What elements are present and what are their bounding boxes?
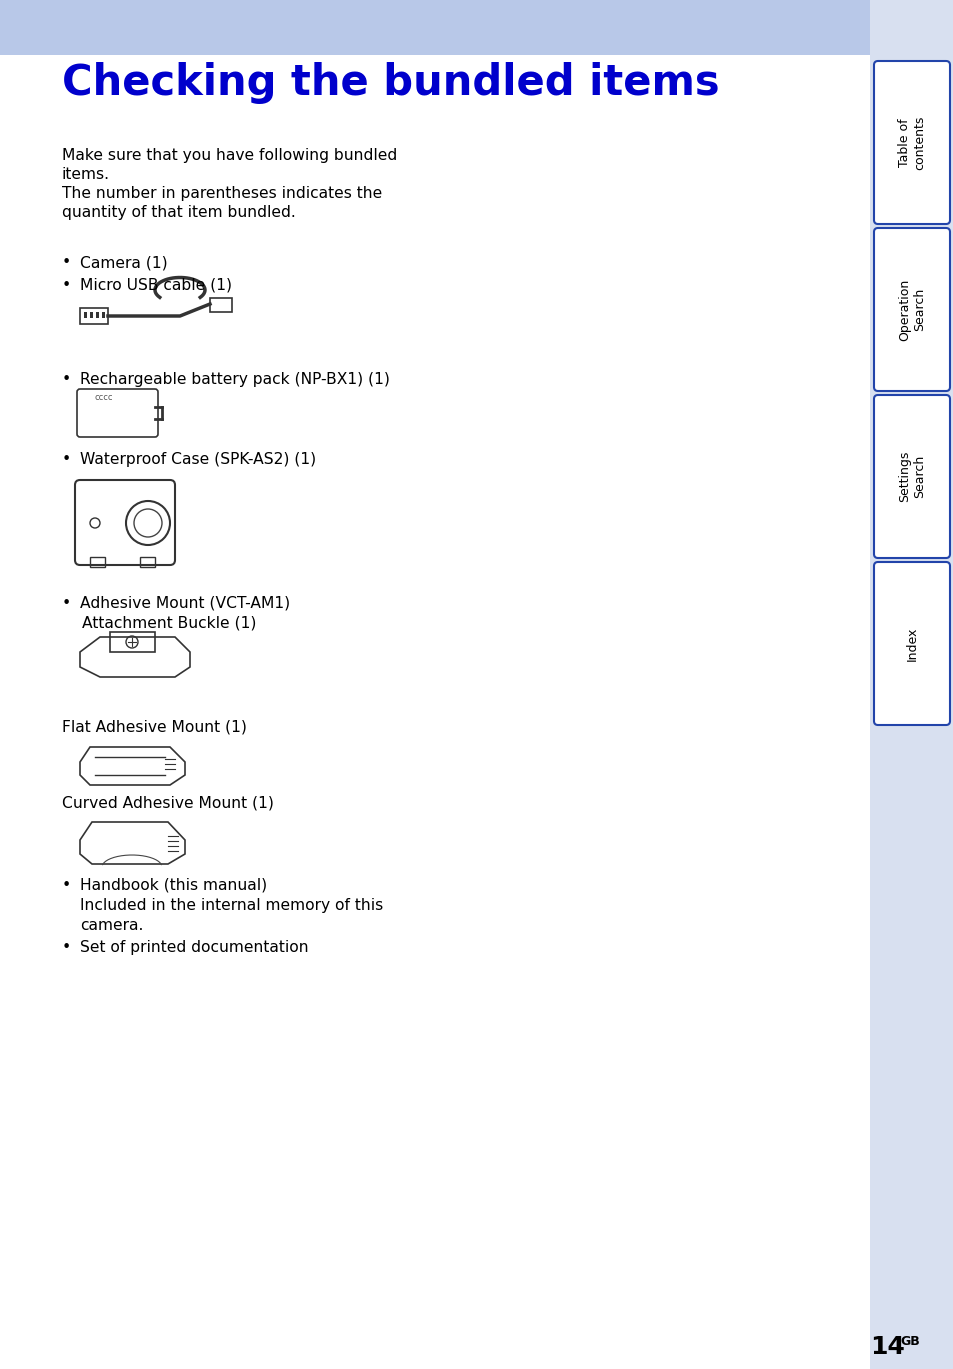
- Text: 14: 14: [869, 1335, 904, 1359]
- FancyBboxPatch shape: [873, 563, 949, 726]
- Text: Index: Index: [904, 626, 918, 661]
- FancyBboxPatch shape: [873, 229, 949, 392]
- Bar: [110, 632, 154, 652]
- Text: Flat Adhesive Mount (1): Flat Adhesive Mount (1): [62, 720, 247, 735]
- Bar: [96, 312, 99, 318]
- Text: •: •: [62, 255, 71, 270]
- Bar: [210, 298, 232, 312]
- FancyBboxPatch shape: [873, 62, 949, 225]
- Text: Operation
Search: Operation Search: [897, 278, 925, 341]
- Text: Camera (1): Camera (1): [80, 255, 168, 270]
- Text: •: •: [62, 372, 71, 387]
- Text: Waterproof Case (SPK-AS2) (1): Waterproof Case (SPK-AS2) (1): [80, 452, 315, 467]
- FancyBboxPatch shape: [873, 396, 949, 559]
- Text: cccc: cccc: [95, 393, 113, 402]
- Text: Make sure that you have following bundled: Make sure that you have following bundle…: [62, 148, 396, 163]
- Text: •: •: [62, 278, 71, 293]
- Text: Set of printed documentation: Set of printed documentation: [80, 941, 309, 956]
- Text: Curved Adhesive Mount (1): Curved Adhesive Mount (1): [62, 795, 274, 810]
- Text: •: •: [62, 941, 71, 956]
- Bar: [90, 312, 92, 318]
- Text: Micro USB cable (1): Micro USB cable (1): [80, 278, 232, 293]
- Text: Included in the internal memory of this: Included in the internal memory of this: [80, 898, 383, 913]
- Text: camera.: camera.: [80, 919, 143, 934]
- Bar: [80, 308, 108, 324]
- Text: quantity of that item bundled.: quantity of that item bundled.: [62, 205, 295, 220]
- Text: •: •: [62, 452, 71, 467]
- Text: Handbook (this manual): Handbook (this manual): [80, 878, 267, 893]
- Text: Checking the bundled items: Checking the bundled items: [62, 62, 719, 104]
- Bar: [102, 312, 105, 318]
- Text: Rechargeable battery pack (NP-BX1) (1): Rechargeable battery pack (NP-BX1) (1): [80, 372, 390, 387]
- Bar: [90, 557, 105, 567]
- Text: •: •: [62, 596, 71, 611]
- Text: Table of
contents: Table of contents: [897, 115, 925, 170]
- Text: items.: items.: [62, 167, 110, 182]
- Text: The number in parentheses indicates the: The number in parentheses indicates the: [62, 186, 382, 201]
- Text: •: •: [62, 878, 71, 893]
- Text: Adhesive Mount (VCT-AM1): Adhesive Mount (VCT-AM1): [80, 596, 290, 611]
- Text: Settings
Search: Settings Search: [897, 450, 925, 502]
- Bar: [84, 312, 87, 318]
- Text: GB: GB: [899, 1335, 919, 1348]
- Bar: [869, 0, 953, 1369]
- Bar: [0, 0, 953, 55]
- Text: Attachment Buckle (1): Attachment Buckle (1): [82, 616, 256, 631]
- Bar: [140, 557, 154, 567]
